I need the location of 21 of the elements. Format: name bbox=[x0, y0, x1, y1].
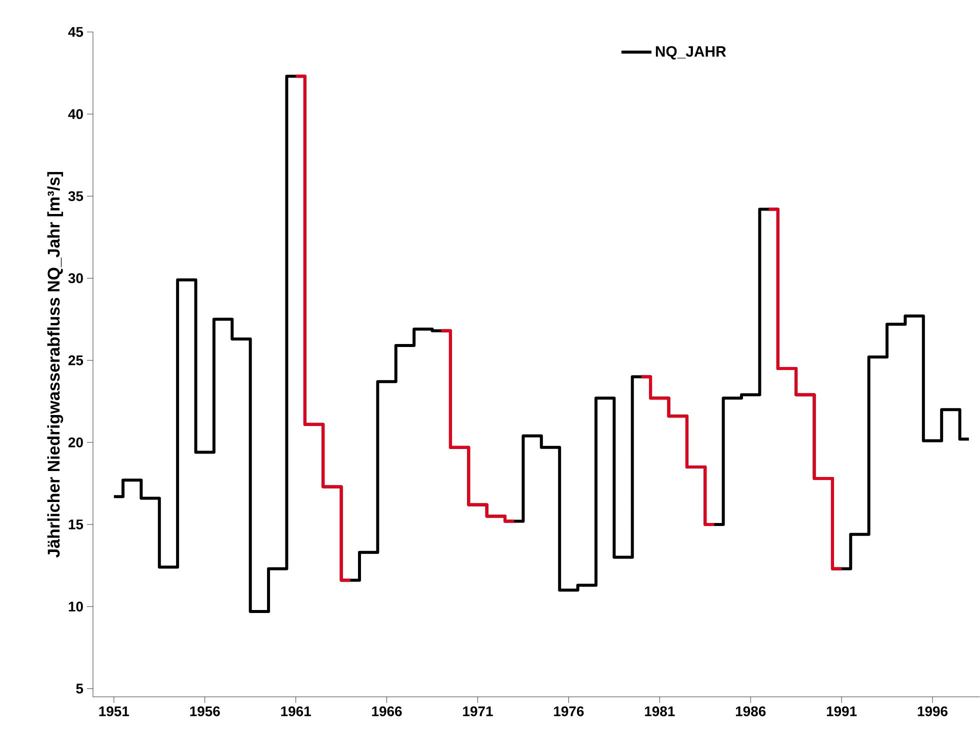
x-tick-label: 1981 bbox=[645, 706, 675, 716]
x-tick-label: 1966 bbox=[372, 706, 402, 716]
y-tick-label: 20 bbox=[68, 438, 83, 448]
y-tick-label: 25 bbox=[68, 355, 84, 366]
y-axis-title: Jährlicher Niedrigwasserabfluss NQ_Jahr [m³/s] bbox=[47, 172, 64, 558]
x-tick-label: 1971 bbox=[463, 706, 493, 716]
y-tick-label: 45 bbox=[68, 27, 84, 37]
y-tick-label: 35 bbox=[68, 191, 84, 202]
y-tick-label: 15 bbox=[68, 520, 84, 530]
x-tick-label: 1986 bbox=[736, 706, 766, 716]
x-tick-label: 1976 bbox=[554, 706, 584, 716]
x-tick-label: 1991 bbox=[826, 706, 857, 716]
y-tick-label: 40 bbox=[68, 109, 83, 120]
legend-label: NQ_JAHR bbox=[656, 46, 726, 60]
x-tick-label: 1956 bbox=[190, 706, 220, 716]
y-tick-label: 30 bbox=[68, 273, 83, 284]
x-tick-label: 1996 bbox=[918, 706, 948, 716]
x-tick-label: 1961 bbox=[281, 706, 311, 716]
y-tick-label: 10 bbox=[68, 602, 83, 612]
y-tick-label: 5 bbox=[76, 684, 84, 694]
x-tick-label: 1951 bbox=[99, 706, 130, 716]
